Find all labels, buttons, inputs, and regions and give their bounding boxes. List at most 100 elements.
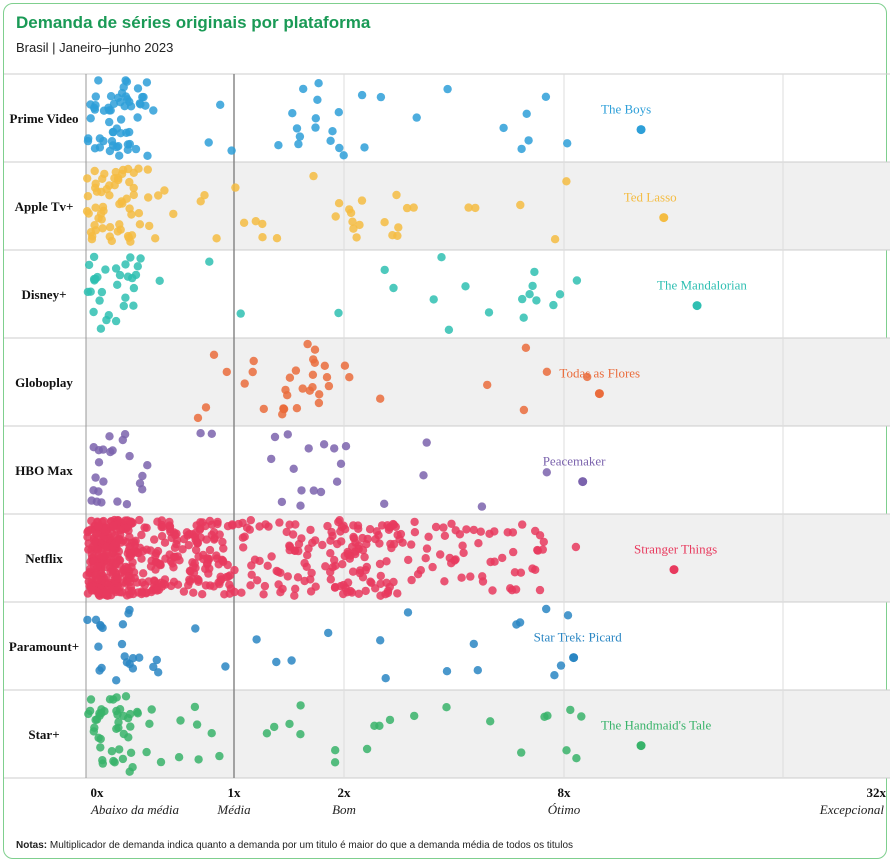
data-point — [357, 196, 367, 205]
data-point — [201, 403, 211, 412]
data-point — [105, 146, 115, 156]
data-point — [393, 231, 402, 240]
data-point — [147, 587, 156, 597]
data-point — [542, 367, 552, 376]
data-point — [119, 301, 128, 311]
data-point — [205, 257, 214, 266]
data-point — [121, 76, 130, 85]
data-point — [285, 719, 294, 729]
row-label: Globoplay — [15, 375, 73, 390]
data-point — [318, 540, 327, 550]
data-point — [341, 442, 351, 451]
data-point — [121, 260, 130, 269]
data-point — [583, 372, 592, 382]
data-point — [486, 557, 495, 567]
data-point — [96, 743, 105, 752]
data-point — [89, 274, 99, 284]
data-point — [461, 282, 470, 291]
data-point — [134, 209, 144, 218]
data-point — [319, 440, 329, 449]
data-point — [277, 497, 287, 507]
data-point — [86, 695, 96, 704]
data-point — [354, 589, 363, 598]
data-point — [125, 451, 134, 461]
data-point — [572, 754, 581, 763]
data-point — [459, 548, 468, 558]
data-point — [147, 705, 156, 714]
data-point — [289, 464, 298, 473]
data-point — [525, 290, 534, 299]
data-point — [97, 287, 107, 297]
data-point — [139, 92, 148, 102]
data-point — [507, 586, 517, 595]
data-point — [429, 295, 438, 304]
data-point — [123, 714, 133, 723]
data-point — [519, 313, 528, 322]
data-point — [375, 559, 385, 569]
data-point — [253, 576, 262, 585]
data-point — [343, 549, 352, 559]
data-point — [160, 186, 169, 195]
data-point — [349, 224, 358, 233]
data-point — [407, 540, 416, 549]
data-point — [118, 199, 127, 208]
data-point — [129, 190, 138, 200]
data-point — [240, 532, 249, 541]
data-point — [107, 747, 117, 756]
data-point — [462, 525, 471, 534]
data-point — [314, 79, 323, 88]
data-point — [149, 106, 158, 115]
data-point — [407, 575, 416, 585]
data-point — [311, 123, 320, 132]
data-point — [324, 381, 334, 391]
row-band — [86, 162, 890, 250]
data-point — [120, 652, 129, 661]
data-point — [283, 430, 292, 439]
data-point — [135, 220, 145, 229]
data-point — [107, 137, 117, 146]
data-point — [295, 132, 305, 141]
highlight-label: The Handmaid's Tale — [601, 718, 711, 733]
data-point — [90, 723, 99, 732]
data-point — [362, 562, 371, 572]
data-point — [218, 537, 227, 547]
data-point — [285, 373, 295, 382]
data-point — [516, 200, 525, 210]
data-point — [116, 225, 125, 234]
data-point — [151, 565, 160, 574]
data-point — [91, 715, 100, 725]
data-point — [393, 589, 402, 598]
data-point — [361, 586, 370, 596]
data-point — [126, 722, 135, 731]
data-point — [326, 575, 335, 584]
data-point — [137, 554, 146, 563]
highlight-label: Star Trek: Picard — [534, 630, 623, 645]
row-label: Star+ — [28, 727, 59, 742]
data-point — [95, 296, 104, 305]
data-point — [541, 92, 551, 102]
highlight-label: The Mandalorian — [657, 278, 747, 293]
data-point — [89, 307, 98, 317]
series-globoplay — [193, 339, 592, 423]
data-point — [94, 487, 103, 496]
data-point — [334, 308, 343, 318]
data-point — [383, 521, 392, 530]
data-point — [86, 114, 95, 123]
series-prime-video — [83, 76, 572, 160]
x-tick-label: 2x — [338, 785, 352, 800]
data-point — [105, 223, 115, 232]
data-point — [263, 561, 272, 570]
data-point — [279, 404, 288, 414]
data-point — [281, 385, 290, 395]
data-point — [117, 639, 127, 649]
data-point — [469, 525, 478, 535]
data-point — [349, 532, 358, 542]
data-point — [120, 102, 129, 111]
data-point — [105, 232, 115, 241]
data-point — [473, 666, 482, 675]
data-point — [151, 234, 160, 243]
data-point — [372, 527, 381, 536]
data-point — [324, 628, 333, 638]
data-point — [447, 559, 456, 568]
x-tick-label: 0x — [91, 785, 105, 800]
